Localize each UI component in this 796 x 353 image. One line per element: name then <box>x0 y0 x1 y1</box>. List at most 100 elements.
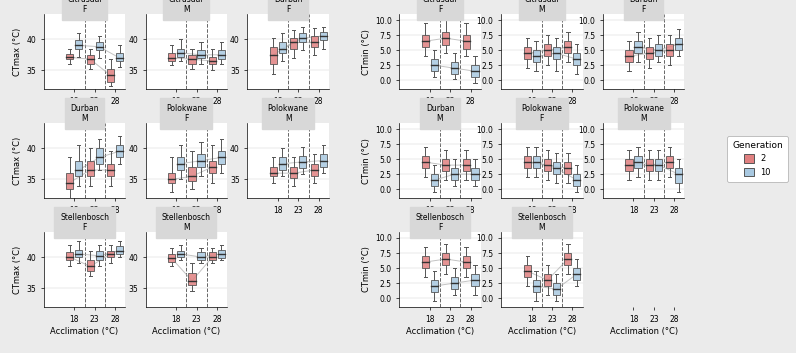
FancyBboxPatch shape <box>218 151 225 164</box>
FancyBboxPatch shape <box>524 156 531 168</box>
FancyBboxPatch shape <box>666 156 673 168</box>
FancyBboxPatch shape <box>270 167 277 176</box>
FancyBboxPatch shape <box>431 59 438 71</box>
FancyBboxPatch shape <box>422 35 429 47</box>
Title: Durban
F: Durban F <box>274 0 302 14</box>
Legend: 2, 10: 2, 10 <box>727 136 788 181</box>
Title: Citrusdal
M: Citrusdal M <box>525 0 559 14</box>
Title: Stellenbosch
F: Stellenbosch F <box>60 213 109 232</box>
FancyBboxPatch shape <box>107 251 114 257</box>
FancyBboxPatch shape <box>116 246 123 254</box>
FancyBboxPatch shape <box>168 254 175 262</box>
Y-axis label: CTmin (°C): CTmin (°C) <box>361 247 371 293</box>
FancyBboxPatch shape <box>442 253 449 265</box>
FancyBboxPatch shape <box>87 161 94 176</box>
FancyBboxPatch shape <box>197 50 205 58</box>
Title: Durban
F: Durban F <box>630 0 658 14</box>
Title: Stellenbosch
M: Stellenbosch M <box>162 213 211 232</box>
FancyBboxPatch shape <box>626 159 633 171</box>
FancyBboxPatch shape <box>177 157 184 170</box>
FancyBboxPatch shape <box>87 55 94 64</box>
FancyBboxPatch shape <box>310 164 318 176</box>
FancyBboxPatch shape <box>646 159 653 171</box>
X-axis label: Acclimation (°C): Acclimation (°C) <box>50 327 119 336</box>
FancyBboxPatch shape <box>177 49 184 57</box>
FancyBboxPatch shape <box>177 251 184 257</box>
Title: Durban
M: Durban M <box>70 104 99 123</box>
FancyBboxPatch shape <box>573 174 580 186</box>
Y-axis label: CTmin (°C): CTmin (°C) <box>361 138 371 184</box>
Title: Polokwane
M: Polokwane M <box>623 104 664 123</box>
Y-axis label: CTmax (°C): CTmax (°C) <box>14 245 22 294</box>
FancyBboxPatch shape <box>66 54 73 59</box>
FancyBboxPatch shape <box>462 159 470 171</box>
FancyBboxPatch shape <box>462 256 470 268</box>
Title: Polokwane
M: Polokwane M <box>267 104 309 123</box>
FancyBboxPatch shape <box>471 65 478 77</box>
FancyBboxPatch shape <box>96 148 103 164</box>
FancyBboxPatch shape <box>422 256 429 268</box>
FancyBboxPatch shape <box>66 252 73 260</box>
FancyBboxPatch shape <box>544 274 551 286</box>
FancyBboxPatch shape <box>634 41 642 53</box>
FancyBboxPatch shape <box>471 168 478 180</box>
FancyBboxPatch shape <box>299 156 306 168</box>
FancyBboxPatch shape <box>573 268 580 280</box>
FancyBboxPatch shape <box>451 62 458 74</box>
Title: Polokwane
F: Polokwane F <box>521 104 562 123</box>
FancyBboxPatch shape <box>218 250 225 258</box>
FancyBboxPatch shape <box>320 32 326 40</box>
FancyBboxPatch shape <box>533 156 540 168</box>
FancyBboxPatch shape <box>218 50 225 59</box>
FancyBboxPatch shape <box>310 36 318 47</box>
FancyBboxPatch shape <box>76 40 82 49</box>
FancyBboxPatch shape <box>634 156 642 168</box>
FancyBboxPatch shape <box>189 167 196 181</box>
X-axis label: Acclimation (°C): Acclimation (°C) <box>610 327 677 336</box>
FancyBboxPatch shape <box>553 47 560 59</box>
FancyBboxPatch shape <box>87 260 94 271</box>
FancyBboxPatch shape <box>564 253 572 265</box>
FancyBboxPatch shape <box>270 47 277 64</box>
FancyBboxPatch shape <box>320 154 326 167</box>
FancyBboxPatch shape <box>462 35 470 49</box>
FancyBboxPatch shape <box>291 38 298 49</box>
Title: Polokwane
F: Polokwane F <box>166 104 207 123</box>
FancyBboxPatch shape <box>279 157 286 170</box>
FancyBboxPatch shape <box>533 50 540 62</box>
FancyBboxPatch shape <box>76 161 82 176</box>
FancyBboxPatch shape <box>116 145 123 157</box>
FancyBboxPatch shape <box>209 161 216 173</box>
FancyBboxPatch shape <box>544 44 551 56</box>
FancyBboxPatch shape <box>66 173 73 189</box>
X-axis label: Acclimation (°C): Acclimation (°C) <box>508 327 576 336</box>
FancyBboxPatch shape <box>553 283 560 295</box>
FancyBboxPatch shape <box>533 280 540 292</box>
FancyBboxPatch shape <box>209 252 216 260</box>
FancyBboxPatch shape <box>279 42 286 53</box>
FancyBboxPatch shape <box>655 159 661 171</box>
FancyBboxPatch shape <box>431 280 438 292</box>
FancyBboxPatch shape <box>442 32 449 46</box>
Title: Stellenbosch
F: Stellenbosch F <box>416 213 465 232</box>
FancyBboxPatch shape <box>96 251 103 260</box>
FancyBboxPatch shape <box>564 162 572 174</box>
FancyBboxPatch shape <box>544 159 551 171</box>
FancyBboxPatch shape <box>76 250 82 257</box>
X-axis label: Acclimation (°C): Acclimation (°C) <box>152 327 220 336</box>
FancyBboxPatch shape <box>626 50 633 62</box>
FancyBboxPatch shape <box>209 57 216 64</box>
Title: Citrusdal
F: Citrusdal F <box>423 0 458 14</box>
Title: Stellenbosch
M: Stellenbosch M <box>517 213 566 232</box>
FancyBboxPatch shape <box>451 168 458 180</box>
FancyBboxPatch shape <box>189 55 196 64</box>
FancyBboxPatch shape <box>675 38 682 50</box>
FancyBboxPatch shape <box>573 53 580 65</box>
FancyBboxPatch shape <box>422 156 429 168</box>
FancyBboxPatch shape <box>107 164 114 176</box>
FancyBboxPatch shape <box>451 277 458 289</box>
FancyBboxPatch shape <box>168 53 175 61</box>
X-axis label: Acclimation (°C): Acclimation (°C) <box>406 327 474 336</box>
FancyBboxPatch shape <box>471 274 478 286</box>
FancyBboxPatch shape <box>524 47 531 59</box>
